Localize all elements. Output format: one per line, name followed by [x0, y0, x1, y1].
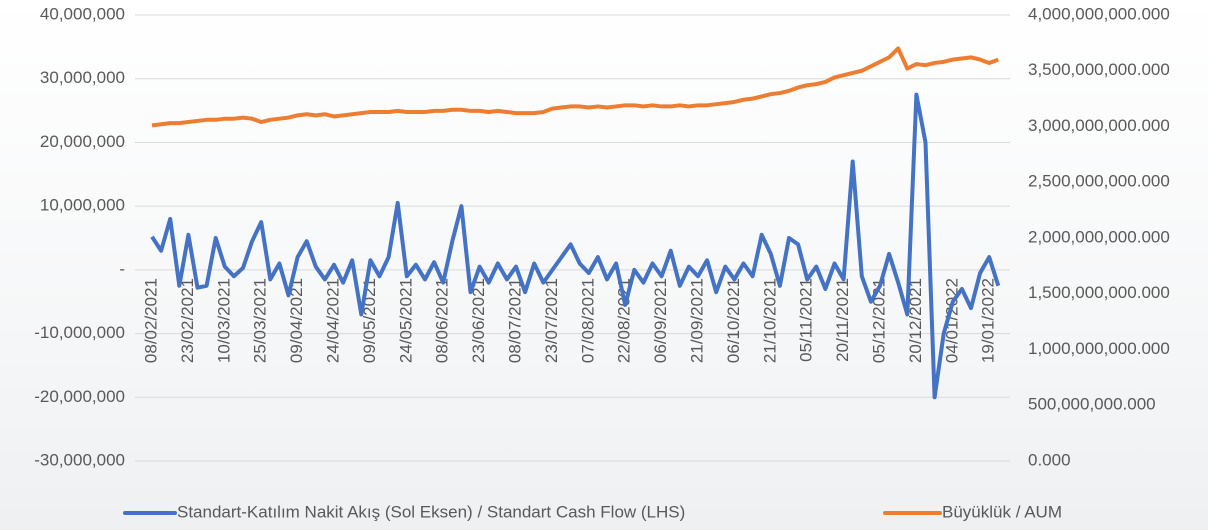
- legend-label: Standart-Katılım Nakit Akış (Sol Eksen) …: [177, 502, 685, 521]
- x-tick-label: 06/09/2021: [651, 278, 670, 363]
- y-tick-label: -20,000,000: [34, 387, 125, 406]
- x-tick-label: 06/10/2021: [724, 278, 743, 363]
- y-tick-label: 10,000,000: [40, 196, 125, 215]
- x-tick-label: 21/09/2021: [687, 278, 706, 363]
- x-tick-label: 22/08/2021: [615, 278, 634, 363]
- series-line: [150, 92, 1001, 400]
- x-tick-label: 08/07/2021: [505, 278, 524, 363]
- x-tick-label: 23/06/2021: [469, 278, 488, 363]
- y-tick-label: -: [119, 259, 125, 278]
- x-tick-label: 21/10/2021: [760, 278, 779, 363]
- y2-tick-label: 4,000,000,000.000: [1028, 4, 1170, 23]
- y2-tick-label: 3,000,000,000.000: [1028, 116, 1170, 135]
- legend-label: Büyüklük / AUM: [942, 502, 1062, 521]
- x-tick-label: 08/06/2021: [433, 278, 452, 363]
- y2-tick-label: 500,000,000.000: [1028, 395, 1156, 414]
- y2-tick-label: 1,500,000,000.000: [1028, 283, 1170, 302]
- x-tick-label: 08/02/2021: [141, 278, 160, 363]
- x-tick-label: 07/08/2021: [578, 278, 597, 363]
- x-tick-label: 20/11/2021: [833, 278, 852, 362]
- y-tick-label: 40,000,000: [40, 4, 125, 23]
- x-tick-label: 19/01/2022: [979, 278, 998, 363]
- x-tick-label: 24/05/2021: [396, 278, 415, 363]
- y2-tick-label: 3,500,000,000.000: [1028, 60, 1170, 79]
- x-tick-label: 09/04/2021: [287, 278, 306, 363]
- y-tick-label: -30,000,000: [34, 450, 125, 469]
- series-line: [151, 46, 999, 128]
- x-tick-label: 23/07/2021: [542, 278, 561, 363]
- x-tick-label: 05/11/2021: [797, 278, 816, 362]
- y2-tick-label: 2,000,000,000.000: [1028, 227, 1170, 246]
- x-tick-label: 25/03/2021: [251, 278, 270, 363]
- y-tick-label: -10,000,000: [34, 323, 125, 342]
- x-tick-label: 09/05/2021: [360, 278, 379, 363]
- y-tick-label: 20,000,000: [40, 132, 125, 151]
- x-tick-label: 20/12/2021: [906, 278, 925, 363]
- x-tick-label: 10/03/2021: [214, 278, 233, 363]
- x-tick-label: 23/02/2021: [178, 278, 197, 363]
- y2-tick-label: 0.000: [1028, 450, 1071, 469]
- y2-tick-label: 1,000,000,000.000: [1028, 339, 1170, 358]
- x-tick-label: 24/04/2021: [323, 278, 342, 363]
- y-tick-label: 30,000,000: [40, 68, 125, 87]
- y2-tick-label: 2,500,000,000.000: [1028, 172, 1170, 191]
